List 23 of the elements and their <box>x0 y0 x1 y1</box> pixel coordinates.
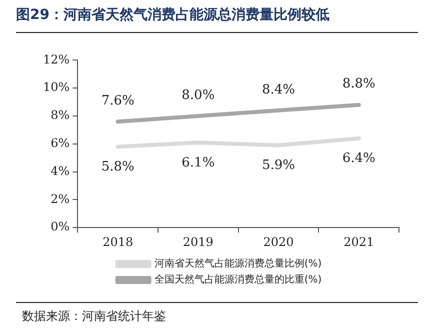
x-tick-label: 2019 <box>182 234 214 249</box>
y-tick-label: 12% <box>43 52 70 66</box>
x-tick-label: 2020 <box>263 234 294 249</box>
data-label: 5.8% <box>101 160 134 175</box>
data-label: 8.0% <box>182 88 215 103</box>
y-tick-label: 10% <box>43 80 70 94</box>
data-label: 7.6% <box>101 93 134 108</box>
y-tick-label: 6% <box>50 136 70 150</box>
legend-label: 全国天然气占能源消费总量的比重(%) <box>154 274 322 286</box>
y-tick-label: 8% <box>50 108 70 122</box>
chart-title: 图29：河南省天然气消费占能源总消费量比例较低 <box>16 6 330 24</box>
data-label: 8.8% <box>342 76 376 92</box>
data-label: 6.4% <box>342 151 376 166</box>
legend-label: 河南省天然气占能源消费总量比例(%) <box>154 258 322 270</box>
data-label: 6.1% <box>182 155 215 170</box>
y-tick-label: 4% <box>50 164 70 178</box>
x-tick-label: 2018 <box>102 234 134 249</box>
data-label: 5.9% <box>262 158 296 174</box>
x-tick-label: 2021 <box>344 234 374 249</box>
y-tick-label: 2% <box>50 192 70 206</box>
source-note: 数据来源：河南省统计年鉴 <box>22 308 166 325</box>
y-tick-label: 0% <box>50 220 70 234</box>
data-label: 8.4% <box>262 82 296 98</box>
